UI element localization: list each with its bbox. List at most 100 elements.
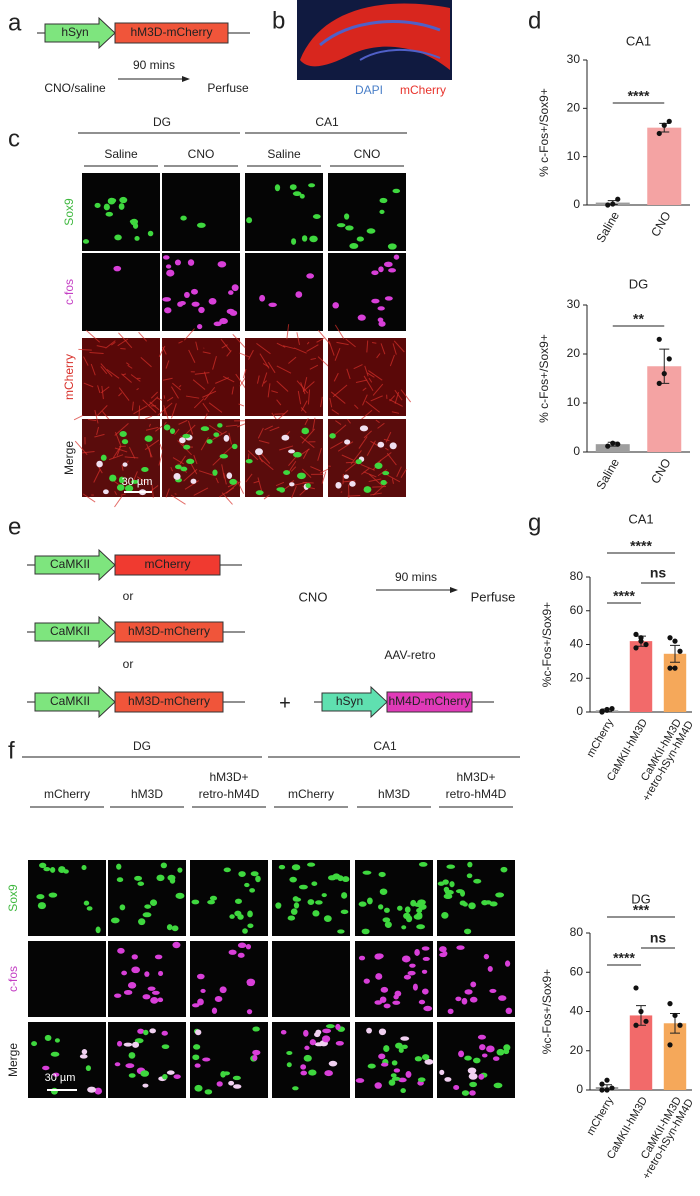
cell	[463, 928, 472, 935]
fiber	[126, 460, 129, 463]
cell	[458, 1050, 465, 1058]
cell	[416, 912, 423, 919]
fiber	[144, 439, 160, 451]
fiber	[261, 372, 268, 387]
cell	[226, 472, 233, 479]
fiber	[242, 368, 247, 379]
fiber	[145, 426, 159, 431]
cell	[208, 297, 217, 305]
fiber	[317, 447, 322, 461]
cell	[166, 1070, 175, 1075]
cell	[213, 432, 220, 437]
cell	[473, 878, 482, 884]
cell	[177, 867, 183, 873]
cell	[308, 1069, 317, 1076]
cell	[246, 217, 253, 224]
cell	[290, 908, 298, 915]
cell	[118, 476, 125, 484]
cell	[461, 997, 468, 1005]
cell	[377, 441, 385, 448]
micrograph	[73, 329, 172, 426]
cell	[469, 1090, 476, 1096]
cell	[455, 996, 462, 1002]
cell	[229, 310, 238, 316]
fiber	[271, 390, 278, 394]
fiber	[347, 495, 361, 497]
cell	[140, 1070, 150, 1077]
panel-label: c	[8, 125, 20, 152]
cell	[366, 1027, 372, 1034]
fiber	[105, 340, 116, 349]
cell	[321, 893, 327, 898]
fiber	[178, 419, 188, 425]
cell	[486, 1045, 495, 1053]
separator: or	[123, 657, 134, 671]
cell	[456, 945, 465, 950]
cell	[228, 1080, 235, 1086]
cell	[237, 952, 245, 958]
micrograph	[28, 1022, 106, 1098]
cell	[250, 871, 259, 877]
cell	[223, 867, 231, 873]
cell	[142, 1083, 149, 1088]
cell	[137, 1028, 145, 1034]
cell	[379, 209, 385, 215]
promoter-arrow	[34, 615, 116, 649]
scale-bar-label: 30 µm	[122, 476, 153, 488]
fiber	[304, 418, 309, 426]
cell	[322, 1028, 332, 1034]
cell	[247, 923, 254, 929]
cell	[150, 996, 159, 1004]
cell	[335, 481, 342, 489]
duration: 90 mins	[133, 58, 175, 72]
fiber	[275, 481, 285, 487]
cell	[392, 188, 401, 194]
cell	[388, 1079, 396, 1086]
micrograph	[82, 173, 160, 251]
cell	[418, 862, 428, 867]
fiber	[259, 353, 270, 369]
cell	[200, 426, 210, 432]
fiber	[284, 484, 291, 490]
micrograph	[82, 253, 160, 331]
cell	[161, 1044, 170, 1050]
gene-box	[114, 554, 221, 576]
promoter-arrow	[44, 16, 116, 50]
cell	[400, 1088, 406, 1094]
cell	[312, 214, 321, 219]
cell	[249, 888, 256, 893]
cell	[407, 970, 416, 976]
cell	[342, 876, 350, 883]
cell	[163, 424, 171, 431]
data-point	[604, 706, 610, 713]
cell	[96, 460, 103, 468]
cell	[252, 1054, 258, 1061]
fiber	[307, 389, 311, 405]
chart-title: DG	[629, 276, 649, 291]
data-point	[667, 635, 673, 641]
panel-label: b	[272, 7, 285, 34]
bar	[647, 127, 682, 205]
cell	[191, 899, 200, 905]
fiber	[343, 480, 356, 483]
x-tick-label: Saline	[593, 456, 622, 492]
cell	[383, 1045, 390, 1053]
data-point	[599, 708, 605, 714]
fiber	[372, 486, 387, 488]
cell	[477, 1034, 486, 1040]
panel-label: f	[8, 737, 15, 764]
cell	[498, 995, 507, 1001]
fiber	[222, 375, 235, 383]
cell	[237, 914, 244, 920]
fiber	[193, 487, 209, 496]
treatment: CNO/saline	[44, 81, 106, 95]
cell	[39, 862, 47, 869]
cell	[389, 442, 397, 450]
fiber	[365, 400, 380, 413]
fiber	[391, 478, 394, 484]
fiber	[235, 373, 247, 389]
fiber	[261, 453, 271, 464]
fiber	[172, 382, 182, 391]
y-tick-label: 30	[567, 297, 581, 311]
